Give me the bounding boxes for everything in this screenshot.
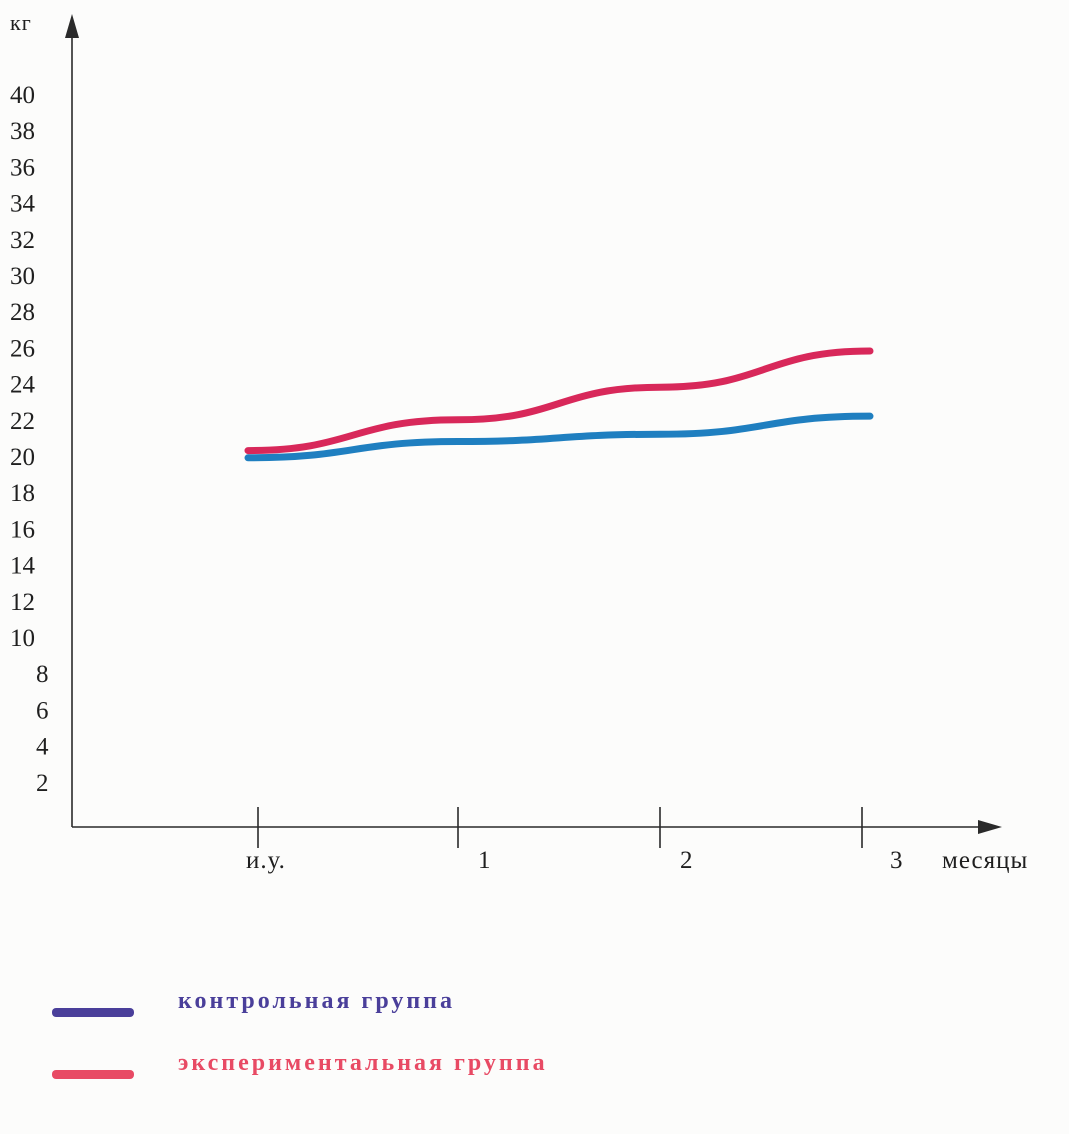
y-tick-label: 30 [10,263,35,290]
y-tick-label: 22 [10,408,35,435]
y-tick-label: 14 [10,553,36,580]
y-axis-arrow [65,14,79,38]
legend-label-control: контрольная группа [178,988,456,1014]
y-tick-label: 6 [36,697,49,724]
x-tick-marks: и.у. 1 2 3 [246,807,904,874]
line-chart: кг месяцы 246810121416182022242628303234… [10,10,1028,874]
y-axis-title: кг [10,10,32,35]
y-tick-label: 4 [36,734,49,761]
y-tick-label: 18 [10,480,35,507]
y-tick-label: 8 [36,661,49,688]
x-axis-title: месяцы [942,847,1028,874]
y-tick-label: 20 [10,444,35,471]
y-tick-label: 10 [10,625,35,652]
legend-label-experimental: экспериментальная группа [178,1050,548,1076]
y-tick-label: 16 [10,516,35,543]
series-line-control [244,412,874,462]
y-tick-label: 34 [10,191,36,218]
legend-swatch-control [52,1008,134,1017]
y-tick-label: 38 [10,118,35,145]
y-tick-label: 40 [10,82,35,109]
chart: кг месяцы 2 4 6 8 10 12 14 16 18 20 22 24 26 28 30 32 34… [10,10,1028,1079]
axes: кг месяцы [10,10,1028,874]
y-tick-label: 32 [10,227,35,254]
legend-swatch-experimental [52,1070,134,1079]
y-tick-label: 26 [10,335,35,362]
y-tick-label: 36 [10,154,35,181]
series-lines [244,347,874,462]
x-tick-label: и.у. [246,847,286,874]
x-tick-label: 1 [478,847,492,874]
x-axis-arrow [978,820,1002,834]
y-tick-label: 28 [10,299,35,326]
y-tick-label: 2 [36,770,49,797]
series-line-experimental [244,347,874,455]
x-tick-label: 2 [680,847,694,874]
y-tick-label: 12 [10,589,35,616]
x-tick-label: 3 [890,847,904,874]
y-tick-label: 24 [10,372,36,399]
